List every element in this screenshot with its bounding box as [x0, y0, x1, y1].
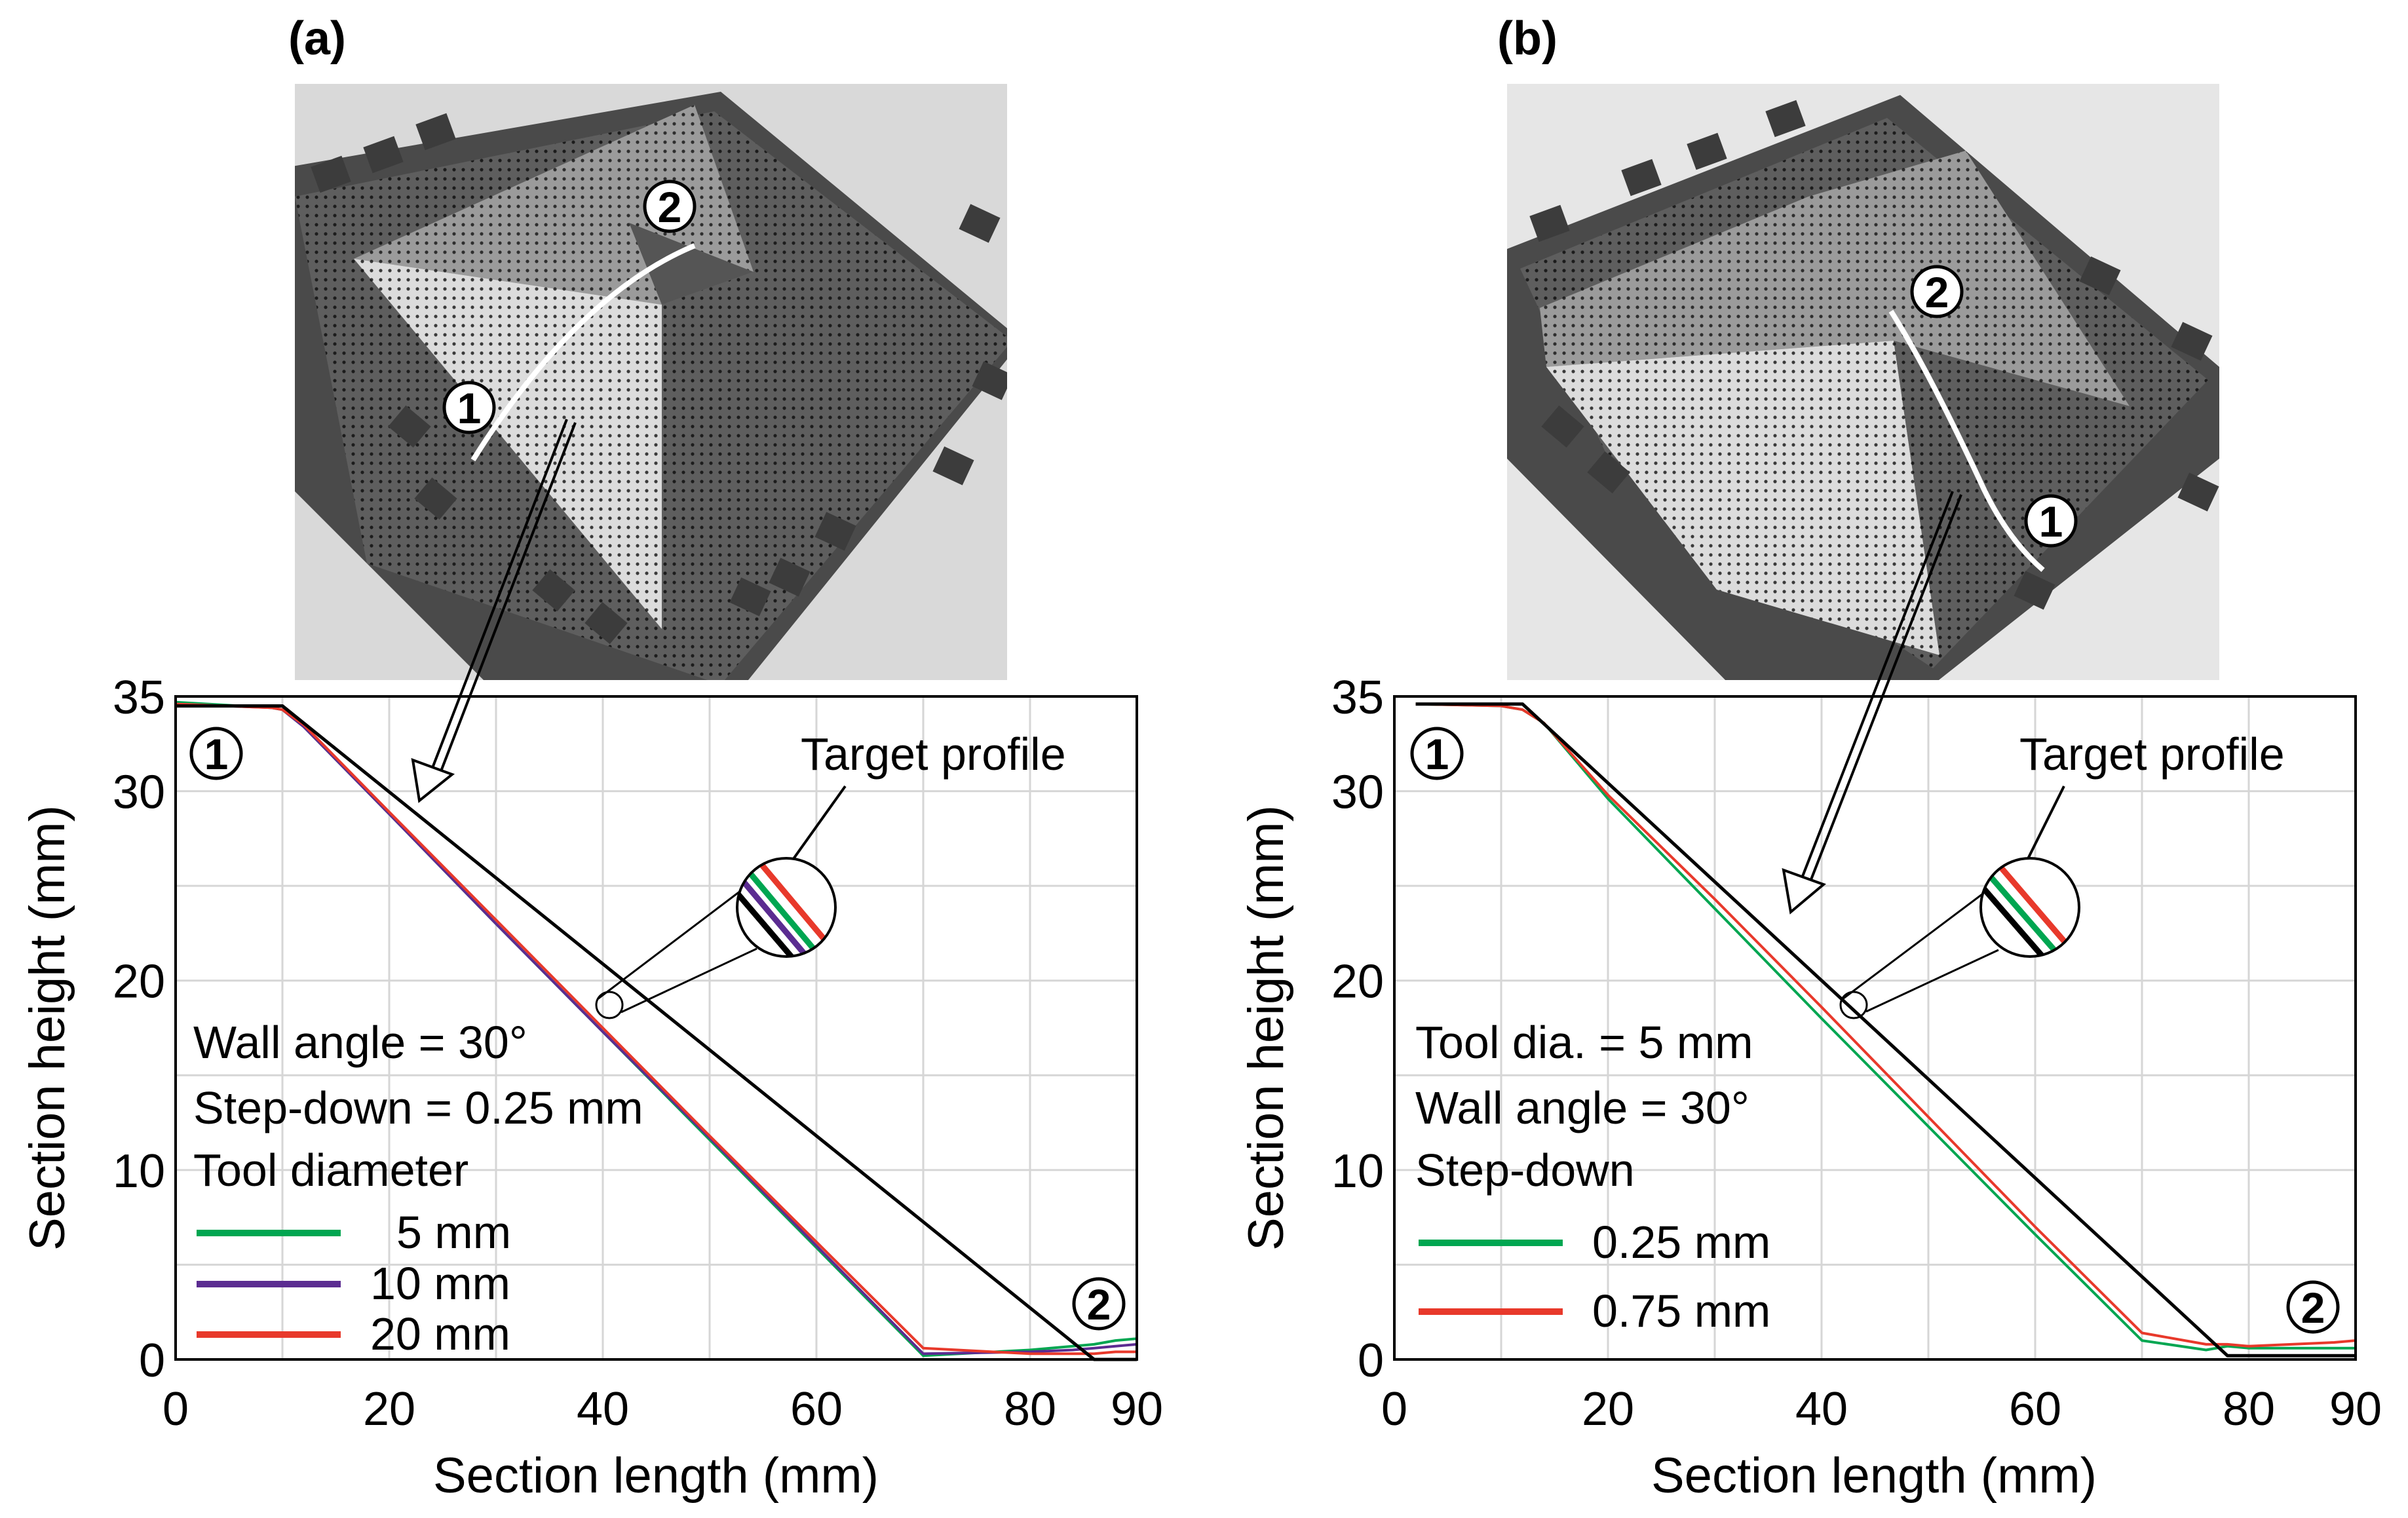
x-tick-label: 80 [1004, 1383, 1056, 1435]
chart-a-target-label: Target profile [801, 729, 1066, 780]
photo-a-to-chart-arrow [411, 419, 577, 803]
photo-a-section-line [470, 243, 696, 462]
chart-a-y-ticks: 0 10 20 30 35 [113, 672, 165, 1387]
chart-a-legend-title: Tool diameter [193, 1145, 468, 1196]
y-tick-label: 0 [139, 1335, 165, 1387]
series-line-target-profile [1415, 702, 2356, 1357]
x-tick-label: 20 [363, 1383, 415, 1435]
svg-text:1: 1 [457, 384, 482, 432]
legend-a-label-20mm: 20 mm [370, 1308, 510, 1359]
chart-a-zoom-leader-2 [621, 947, 757, 1014]
chart-b-y-ticks: 0 10 20 30 35 [1331, 672, 1384, 1387]
chart-b-frame [1393, 695, 2357, 1361]
y-tick-label: 20 [1331, 956, 1384, 1008]
chart-b-xlabel: Section length (mm) [1651, 1448, 2097, 1504]
panel-label-a: (a) [288, 12, 346, 65]
y-tick-label: 20 [113, 956, 165, 1008]
chart-b-marker-2: 2 [2286, 1280, 2340, 1334]
chart-a-marker-2: 2 [1072, 1277, 1126, 1331]
x-tick-label: 0 [1381, 1383, 1407, 1435]
x-tick-label: 90 [1111, 1383, 1163, 1435]
chart-b-series [1415, 702, 2356, 1357]
svg-text:1: 1 [204, 730, 229, 778]
y-tick-label: 10 [113, 1145, 165, 1198]
chart-a-zoom-leader-1 [597, 890, 741, 1000]
chart-a: 0 20 40 60 80 90 0 10 20 30 35 Section length (mm… [20, 672, 1163, 1504]
svg-text:2: 2 [2301, 1283, 2325, 1332]
photo-a [295, 84, 1007, 680]
legend-b-label-075: 0.75 mm [1592, 1285, 1770, 1337]
photo-b-marker-2: 2 [1910, 265, 1964, 318]
x-tick-label: 60 [790, 1383, 843, 1435]
chart-a-xlabel: Section length (mm) [433, 1448, 879, 1504]
chart-b-x-ticks: 0 20 40 60 80 90 [1381, 1383, 2382, 1435]
chart-b-marker-1: 1 [1410, 727, 1464, 780]
x-tick-label: 90 [2329, 1383, 2382, 1435]
photo-b-section-line [1888, 309, 2045, 573]
chart-b-param-2: Wall angle = 30° [1415, 1082, 1749, 1133]
x-tick-label: 0 [162, 1383, 189, 1435]
chart-b-ylabel: Section height (mm) [1238, 805, 1294, 1251]
panel-label-b: (b) [1497, 12, 1558, 65]
series-line-0-75-mm [1415, 702, 2356, 1348]
chart-b: 0 20 40 60 80 90 0 10 20 30 35 Section length (mm… [1238, 672, 2382, 1504]
chart-a-param-1: Wall angle = 30° [193, 1017, 527, 1068]
photo-a-marker-2: 2 [643, 180, 697, 233]
chart-b-zoom-leader-1 [1842, 893, 1983, 1000]
chart-a-ylabel: Section height (mm) [20, 805, 75, 1251]
y-tick-label: 30 [113, 767, 165, 819]
x-tick-label: 80 [2223, 1383, 2275, 1435]
chart-a-marker-1: 1 [189, 727, 243, 780]
chart-b-legend-title: Step-down [1415, 1145, 1635, 1196]
legend-b-label-025: 0.25 mm [1592, 1217, 1770, 1268]
svg-text:1: 1 [1425, 730, 1449, 778]
y-tick-label: 35 [1331, 672, 1384, 724]
chart-b-target-label: Target profile [2019, 729, 2285, 780]
legend-a-label-5mm: 5 mm [396, 1207, 511, 1258]
y-tick-label: 30 [1331, 767, 1384, 819]
photo-b-to-chart-arrow [1782, 491, 1962, 915]
photo-a-marker-1: 1 [442, 381, 496, 434]
chart-b-zoom-leader-2 [1865, 949, 1999, 1013]
x-tick-label: 40 [1795, 1383, 1848, 1435]
svg-text:2: 2 [1925, 268, 1949, 316]
svg-text:1: 1 [2039, 497, 2063, 546]
photo-b [1507, 84, 2219, 680]
svg-text:2: 2 [1087, 1280, 1111, 1329]
x-tick-label: 60 [2009, 1383, 2061, 1435]
photo-b-marker-1: 1 [2024, 494, 2078, 548]
svg-text:2: 2 [658, 183, 682, 231]
chart-a-zoom-ring [736, 857, 837, 958]
x-tick-label: 40 [577, 1383, 629, 1435]
y-tick-label: 0 [1358, 1335, 1384, 1387]
chart-b-param-1: Tool dia. = 5 mm [1415, 1017, 1753, 1068]
legend-a-label-10mm: 10 mm [370, 1258, 510, 1309]
y-tick-label: 10 [1331, 1145, 1384, 1198]
chart-a-zoom-source [595, 991, 624, 1019]
chart-a-param-2: Step-down = 0.25 mm [193, 1082, 643, 1133]
chart-a-legend: 5 mm 10 mm 20 mm [197, 1207, 511, 1359]
chart-a-grid [176, 696, 1137, 1359]
chart-b-grid [1394, 696, 2356, 1359]
y-tick-label: 35 [113, 672, 165, 724]
chart-a-x-ticks: 0 20 40 60 80 90 [162, 1383, 1163, 1435]
x-tick-label: 20 [1582, 1383, 1634, 1435]
chart-a-frame [174, 695, 1138, 1361]
chart-b-zoom-ring [1979, 857, 2080, 958]
chart-b-legend: 0.25 mm 0.75 mm [1419, 1217, 1770, 1337]
